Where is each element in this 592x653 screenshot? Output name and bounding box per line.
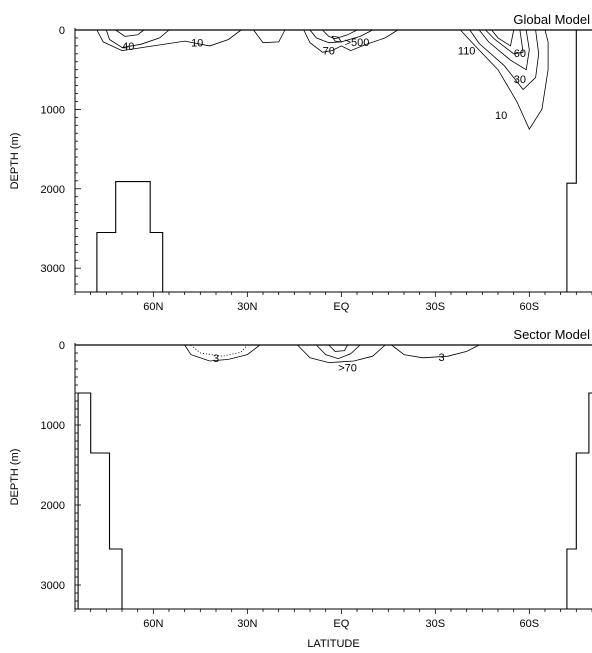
contour-line (469, 29, 540, 91)
panel-2: 0 1000 2000 3000 60N 30N EQ 30S 60S DEPTH (m) Sect… (9, 327, 592, 650)
contour-label: 10 (191, 38, 203, 50)
contour-line (105, 29, 170, 48)
contour-line (253, 29, 286, 44)
contour-line (184, 344, 261, 362)
y-tick-label: 1000 (41, 104, 65, 116)
contour-line (96, 29, 242, 52)
contour-label: 110 (458, 46, 476, 58)
contour-label: 40 (122, 41, 134, 53)
contour-line (485, 29, 524, 55)
contour-line (316, 344, 361, 360)
x-tick-label: 30N (237, 301, 257, 313)
contour-line (491, 29, 515, 47)
contour-label: 3 (439, 352, 445, 364)
contour-label: >500 (345, 37, 370, 49)
panel-1: 0 1000 2000 3000 60N 30N EQ 30S 60S DEPTH (m) Glob… (9, 12, 592, 313)
x-tick-label: EQ (333, 301, 349, 313)
y-tick-label: 1000 (41, 420, 65, 432)
x-tick-label: 30S (426, 301, 446, 313)
contour-line (478, 29, 530, 71)
contour-line (309, 29, 373, 44)
panel-title: Sector Model (513, 327, 590, 342)
contour-line (115, 29, 145, 37)
contour-label: 10 (495, 110, 507, 122)
y-tick-label: 0 (59, 25, 65, 37)
y-tick-label: 2000 (41, 500, 65, 512)
panel-title: Global Model (513, 12, 590, 27)
contour-label: 30 (514, 74, 526, 86)
contour-line (303, 29, 398, 53)
contour-line (331, 36, 343, 43)
topography-right (566, 392, 592, 609)
x-tick-label: EQ (333, 618, 349, 630)
y-tick-label: 3000 (41, 580, 65, 592)
x-tick-label: 60N (143, 618, 163, 630)
contour-line (328, 344, 348, 352)
contour-line (391, 344, 480, 359)
contour-label: 70 (323, 46, 335, 58)
y-tick-label: 3000 (41, 263, 65, 275)
contour-line (297, 344, 386, 364)
x-tick-label: 30S (426, 618, 446, 630)
y-axis-label: DEPTH (m) (9, 449, 21, 506)
topography-left (96, 181, 164, 292)
contour-line (190, 344, 248, 357)
topography-left (77, 392, 123, 609)
contour-label: 60 (514, 48, 526, 60)
x-tick-label: 30N (237, 618, 257, 630)
topography-right (566, 30, 577, 292)
y-axis-label: DEPTH (m) (9, 133, 21, 190)
y-tick-label: 2000 (41, 184, 65, 196)
x-tick-label: 60N (143, 301, 163, 313)
x-tick-label: 60S (520, 301, 540, 313)
y-tick-label: 0 (59, 340, 65, 352)
x-axis-label: LATITUDE (307, 638, 359, 650)
contour-label: 3 (213, 353, 219, 365)
contour-line (322, 29, 358, 40)
x-tick-label: 60S (520, 618, 540, 630)
contour-label: >70 (338, 362, 357, 374)
contour-line (460, 29, 549, 131)
